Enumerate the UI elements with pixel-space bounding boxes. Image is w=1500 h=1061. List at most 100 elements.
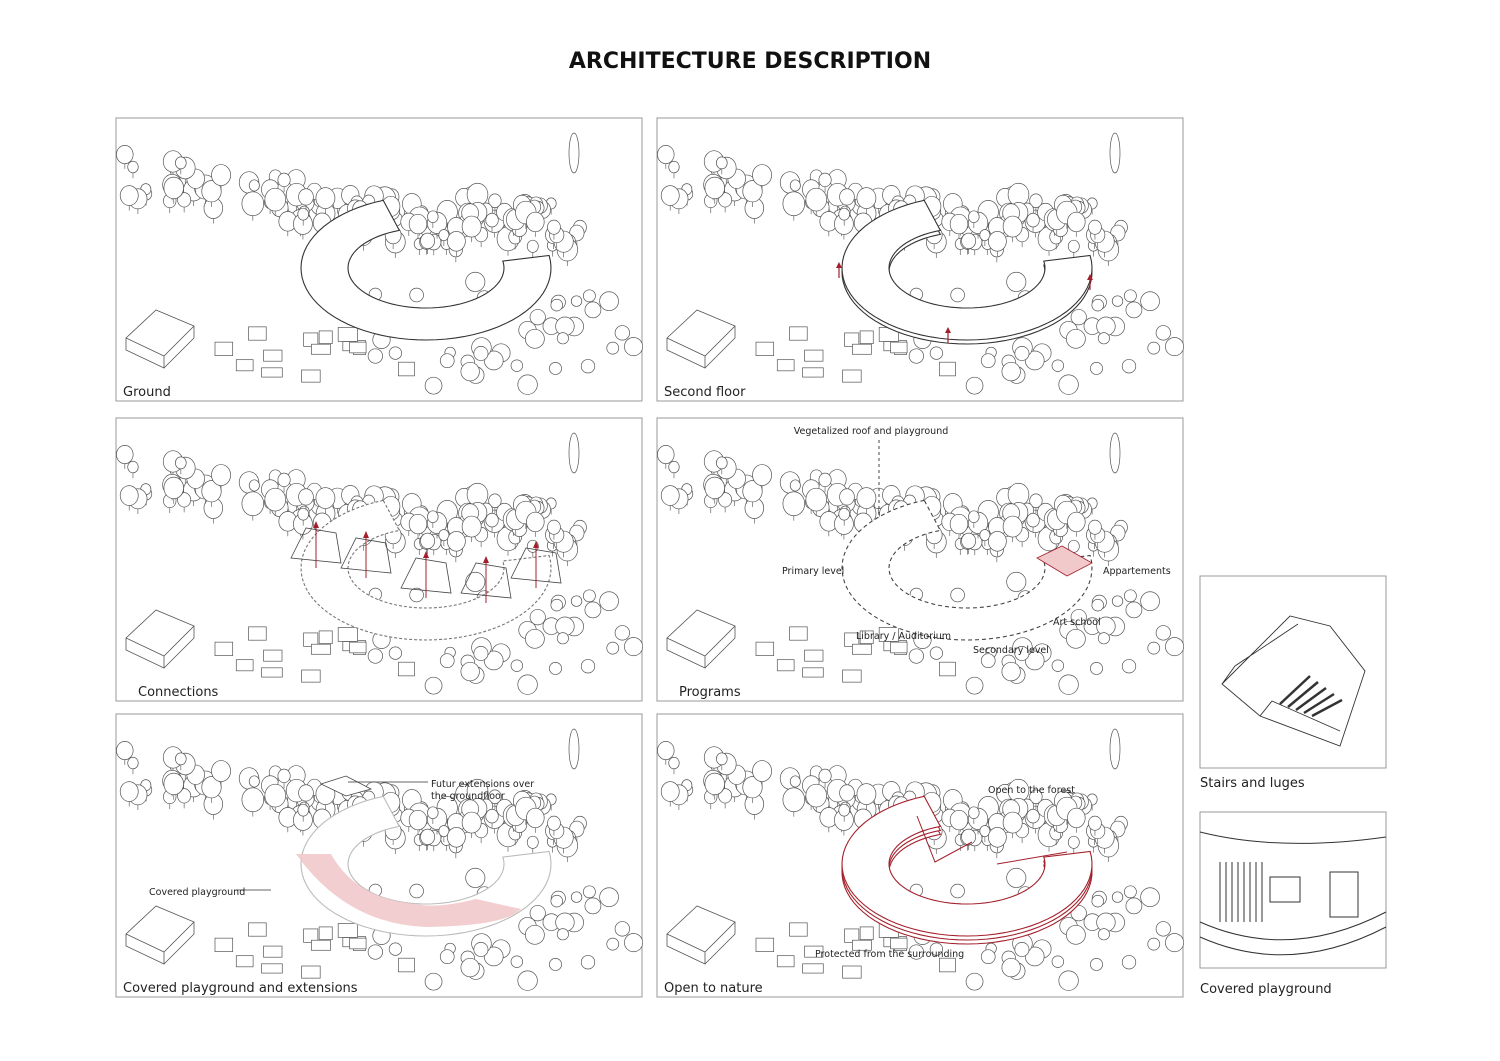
tree xyxy=(968,510,980,523)
house xyxy=(398,361,415,377)
tree xyxy=(929,942,944,956)
house xyxy=(802,367,824,378)
tree xyxy=(524,328,545,349)
tree xyxy=(950,587,965,603)
tree xyxy=(657,741,675,761)
tree xyxy=(704,476,725,500)
tree xyxy=(1155,325,1171,341)
stair-stripe xyxy=(1311,698,1343,718)
tree xyxy=(980,653,996,668)
tree xyxy=(606,341,620,355)
tree xyxy=(277,768,291,784)
house xyxy=(804,349,824,362)
tree xyxy=(388,646,403,660)
annotation: Appartements xyxy=(1103,566,1171,577)
tree xyxy=(965,972,984,991)
tree xyxy=(420,532,436,550)
tree xyxy=(582,589,596,603)
tree xyxy=(473,346,489,361)
panel: Programs xyxy=(656,417,1185,702)
tree xyxy=(524,924,545,945)
tree xyxy=(949,809,969,831)
tree xyxy=(1121,659,1137,674)
annotation: Art school xyxy=(1053,617,1101,628)
tree xyxy=(1165,637,1185,657)
tree xyxy=(1140,591,1160,612)
tree xyxy=(556,332,569,345)
house xyxy=(311,343,331,355)
house xyxy=(852,939,872,951)
tree xyxy=(782,491,806,517)
house xyxy=(248,326,267,341)
tree xyxy=(838,803,850,817)
house xyxy=(776,359,795,372)
house xyxy=(398,957,415,973)
tree xyxy=(718,192,733,208)
tree xyxy=(752,760,772,782)
tree xyxy=(465,271,486,292)
annotation: the groundfloor xyxy=(431,791,505,802)
tree xyxy=(568,432,580,474)
tree xyxy=(1088,219,1102,235)
tree xyxy=(177,492,192,508)
panel-caption: Connections xyxy=(138,685,219,700)
house xyxy=(301,669,321,683)
tree xyxy=(116,741,134,761)
detail-caption: Covered playground xyxy=(1200,982,1332,997)
house xyxy=(214,341,234,356)
tree xyxy=(485,512,499,528)
tree xyxy=(211,760,231,782)
tree xyxy=(839,188,855,206)
house xyxy=(337,327,358,342)
house xyxy=(755,641,775,656)
tree xyxy=(980,353,996,368)
tree xyxy=(485,808,499,824)
tree xyxy=(624,637,644,657)
tree xyxy=(549,662,562,675)
house xyxy=(349,937,367,950)
tree xyxy=(1088,519,1102,535)
tree xyxy=(752,164,772,186)
tree xyxy=(297,803,309,817)
panel-caption: Second floor xyxy=(664,385,746,400)
tree xyxy=(550,598,563,612)
tree xyxy=(485,212,499,228)
tree xyxy=(241,787,265,813)
tree xyxy=(1090,362,1103,375)
stairs-drawing xyxy=(1221,615,1366,747)
tree xyxy=(517,374,538,395)
tree xyxy=(929,646,944,660)
module xyxy=(400,557,452,594)
tree xyxy=(1091,298,1104,312)
tree xyxy=(473,646,489,661)
tree xyxy=(473,942,489,957)
tree xyxy=(908,944,924,960)
tree xyxy=(119,485,139,506)
tree xyxy=(277,472,291,488)
tree xyxy=(1026,512,1040,528)
tree xyxy=(950,287,965,303)
tree xyxy=(805,187,827,212)
arrow-head xyxy=(483,556,489,563)
house xyxy=(311,939,331,951)
house xyxy=(939,957,956,973)
tree xyxy=(424,376,443,395)
tree xyxy=(517,674,538,695)
tree xyxy=(838,507,850,521)
module xyxy=(460,562,512,599)
building-outline xyxy=(300,199,552,341)
tree xyxy=(447,231,466,252)
arrow-head xyxy=(1087,274,1093,280)
annotation: Protected from the surrounding xyxy=(815,949,964,960)
tree xyxy=(614,625,630,641)
house xyxy=(263,349,283,362)
panel-caption: Ground xyxy=(123,385,171,400)
annotation: Vegetalized roof and playground xyxy=(794,426,949,437)
tree xyxy=(716,456,728,470)
tree xyxy=(599,291,619,312)
tree xyxy=(201,180,222,203)
tree xyxy=(547,519,561,535)
house xyxy=(789,626,808,641)
annotation: Open to the forest xyxy=(988,785,1075,796)
arrow-head xyxy=(423,551,429,558)
